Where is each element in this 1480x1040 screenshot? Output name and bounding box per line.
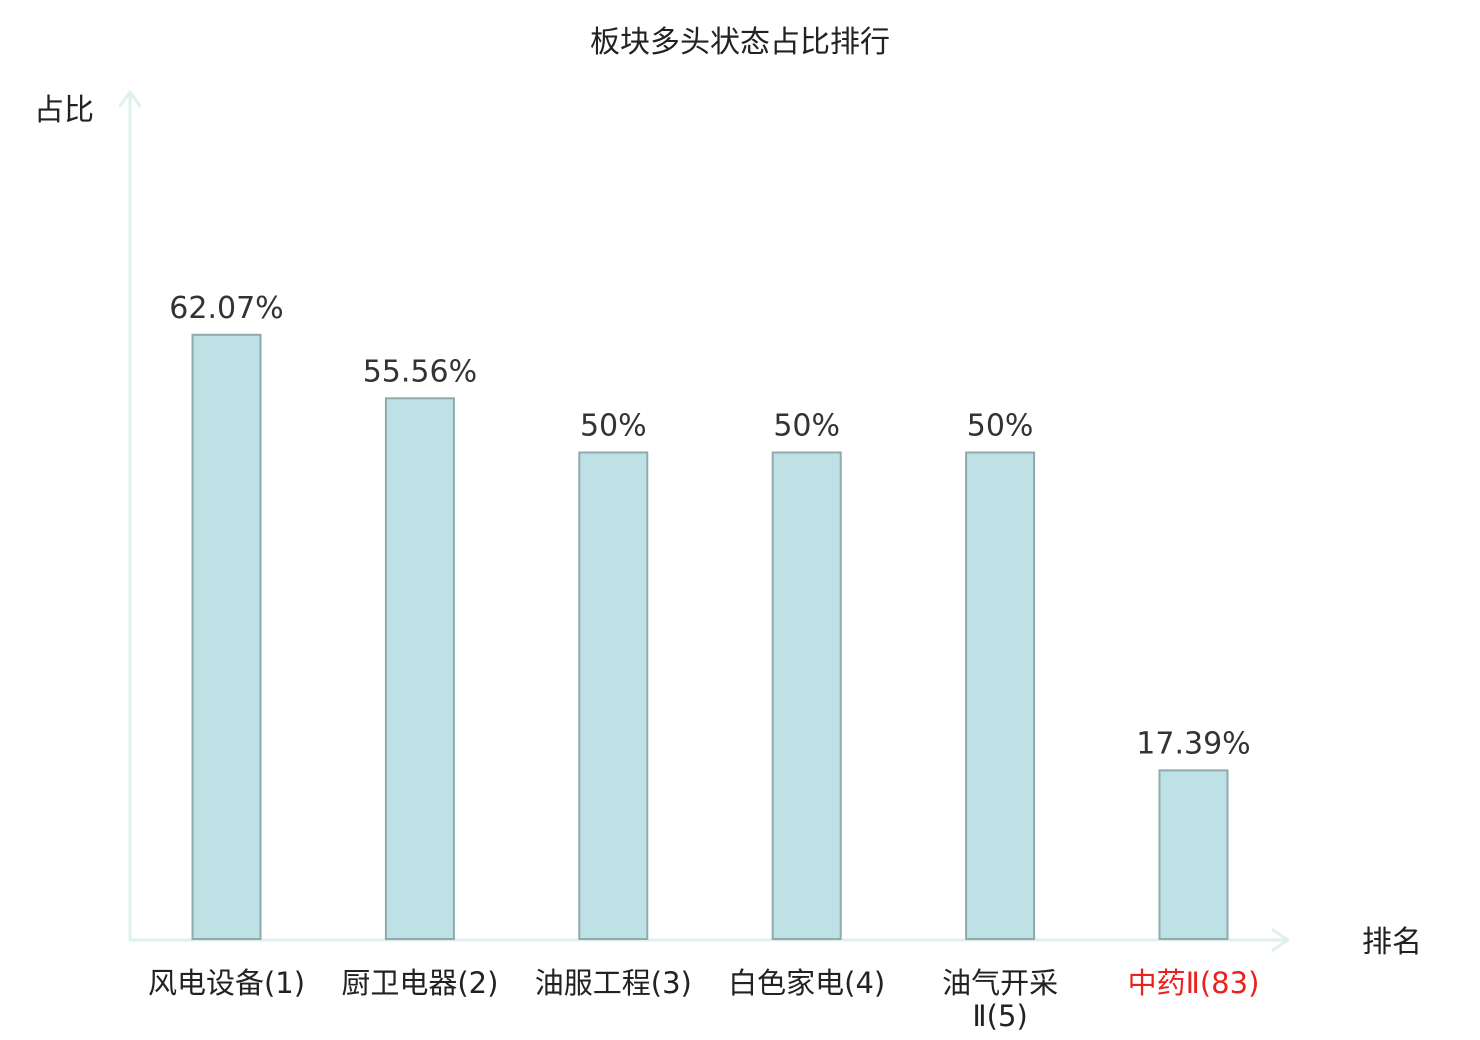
value-label-5: 50%	[967, 409, 1034, 444]
bar-3	[578, 451, 649, 940]
category-label-5: 油气开采 Ⅱ(5)	[942, 966, 1058, 1033]
chart-title: 板块多头状态占比排行	[590, 25, 890, 60]
value-labels: 62.07% 55.56% 50% 50% 50% 17.39%	[169, 291, 1250, 762]
category-label-5-line-2: Ⅱ(5)	[972, 999, 1027, 1033]
category-labels: 风电设备(1) 厨卫电器(2) 油服工程(3) 白色家电(4) 油气开采 Ⅱ(5) 中药Ⅱ(…	[148, 966, 1259, 1033]
value-label-6: 17.39%	[1136, 726, 1250, 761]
value-label-1: 62.07%	[169, 291, 283, 326]
category-label-1: 风电设备(1)	[148, 966, 305, 1000]
category-label-3-line-1: 油服工程(3)	[535, 966, 692, 1000]
category-label-1-line-1: 风电设备(1)	[148, 966, 305, 1000]
y-axis-arrow	[118, 90, 142, 108]
x-axis-arrow	[1271, 928, 1290, 952]
bar-4	[771, 451, 842, 940]
bar-2	[384, 397, 455, 940]
category-label-6-line-1: 中药Ⅱ(83)	[1128, 966, 1260, 1000]
category-label-4-line-1: 白色家电(4)	[728, 966, 885, 1000]
bar-5	[965, 451, 1036, 940]
value-label-3: 50%	[580, 409, 647, 444]
category-label-3: 油服工程(3)	[535, 966, 692, 1000]
x-axis-title: 排名	[1362, 925, 1422, 960]
value-label-2: 55.56%	[363, 354, 477, 389]
bar-1	[191, 333, 262, 940]
bar-series	[191, 333, 1229, 941]
axes	[118, 90, 1290, 952]
value-label-4: 50%	[773, 409, 840, 444]
bar-6	[1158, 769, 1229, 941]
y-axis-title: 占比	[34, 93, 94, 128]
category-label-5-line-1: 油气开采	[942, 966, 1058, 1000]
category-label-6: 中药Ⅱ(83)	[1128, 966, 1260, 1000]
category-label-2-line-1: 厨卫电器(2)	[341, 966, 498, 1000]
category-label-2: 厨卫电器(2)	[341, 966, 498, 1000]
category-label-4: 白色家电(4)	[728, 966, 885, 1000]
